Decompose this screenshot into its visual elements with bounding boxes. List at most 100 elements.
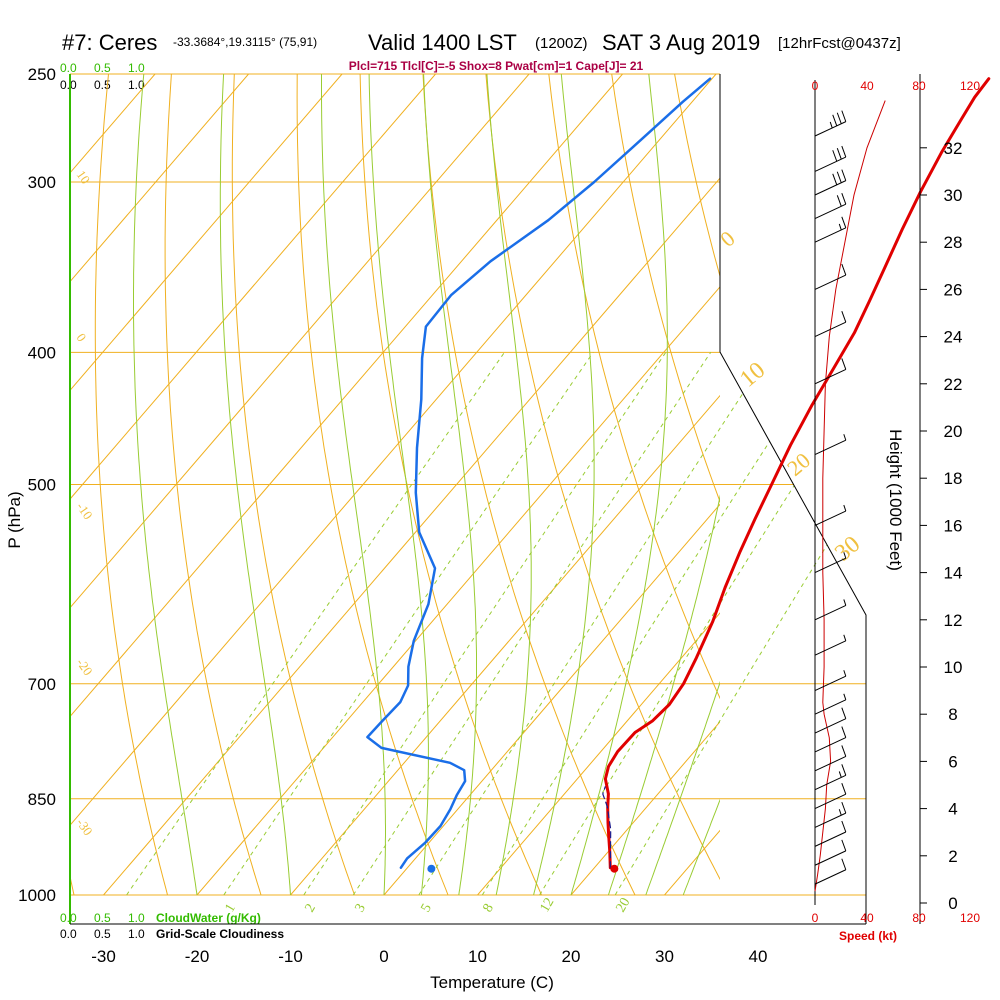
height-tick-label: 14 [944,564,963,583]
wind-barb-half-feather [843,693,847,700]
wind-barb-half-feather [838,809,842,816]
wind-barb-feather [841,358,847,370]
wind-barb [814,774,847,791]
mixing-ratio-label: 20 [613,895,633,915]
mixing-ratio-line [223,352,594,896]
speed-bottom-tick: 80 [912,911,926,925]
y-axis-title: P (hPa) [5,491,24,548]
wind-barb-half-feather [843,670,847,677]
isotherm-line [477,612,720,896]
dry-adiabat-line [548,74,720,700]
wind-barb [814,121,847,137]
cloudiness-bottom-tick: 0.5 [94,927,111,941]
wind-barb [814,793,847,810]
wind-barb [814,812,847,828]
parcel-path-line [602,786,612,869]
wind-barb-feather [841,169,847,181]
height-tick-label: 20 [944,422,963,441]
plot-right-boundary [719,74,867,924]
isotherm-line [70,74,249,283]
isotherm-line [196,286,720,896]
moist-adiabat-line [321,74,386,896]
wind-barb [814,699,847,715]
height-tick-label: 32 [944,139,963,158]
height-tick-label: 0 [948,894,957,913]
wind-barb [814,756,847,772]
height-axis-title: Height (1000 Feet) [886,429,905,571]
pressure-tick-label: 250 [28,65,56,84]
cloudwater-top-tick: 0.5 [94,61,111,75]
height-tick-label: 18 [944,469,963,488]
dry-adiabat-line [422,74,636,896]
wind-barb [814,640,847,656]
wind-barb [814,718,847,734]
moist-adiabat-line [423,74,477,896]
wind-barb [814,321,847,338]
wind-barb [814,156,847,172]
moist-adiabat-line [368,74,429,896]
wind-barb-feather [841,707,847,719]
forecast-info: [12hrFcst@0437z] [778,35,901,52]
speed-bottom-tick: 120 [960,911,980,925]
moist-adiabat-line [607,494,720,896]
wind-barb [814,557,847,574]
wind-barb-feather [841,311,847,323]
moist-adiabat-lines [133,74,720,896]
speed-bottom-tick: 40 [860,911,874,925]
moist-adiabat-line [133,74,198,896]
mixing-ratio-label: 12 [537,895,557,915]
dry-adiabat-line [164,74,262,896]
speed-top-tick: 80 [912,79,926,93]
dry-adiabat-line [359,74,542,896]
wind-barb-half-feather [843,552,847,559]
height-tick-label: 16 [944,516,963,535]
mixing-ratio-line [418,352,771,896]
wind-barb-half-feather [843,599,847,606]
wind-barb-feather [841,820,847,833]
isotherm-line [70,74,343,392]
wind-barb-feather [841,839,847,852]
cloudwater-bottom-tick: 0.5 [94,911,111,925]
wind-barb [814,510,847,526]
wind-panel: 0246810121416182022242628303200404080801… [812,74,980,943]
dry-adiabat-lines [70,74,720,896]
height-tick-label: 4 [948,800,957,819]
plot-boundary [69,74,867,925]
pressure-tick-label: 300 [28,173,56,192]
cloudwater-label: CloudWater (g/Kg) [156,911,261,925]
isotherm-line [290,394,720,896]
height-tick-label: 30 [944,186,963,205]
valid-date: SAT 3 Aug 2019 [602,30,760,55]
wind-barb-feather [841,801,847,814]
wind-barb-half-feather [829,121,833,129]
wind-barb-feather [841,193,847,205]
height-tick-label: 24 [944,328,963,347]
dewpoint-line [366,77,712,869]
x-tick-label: -10 [278,947,303,966]
x-tick-label: 10 [468,947,487,966]
wind-barb-half-feather [843,634,847,641]
wind-barb-feather [841,110,847,122]
mixing-ratio-line [481,352,828,896]
dry-adiabat-line [611,74,720,503]
cloudiness-top-tick: 0.5 [94,78,111,92]
height-tick-label: 10 [944,658,963,677]
pressure-tick-label: 1000 [18,886,56,905]
cloudiness-label: Grid-Scale Cloudiness [156,927,284,941]
wind-barb-feather [841,216,847,229]
moist-adiabat-line [682,798,720,896]
dry-adiabat-line [94,74,168,896]
x-tick-label: 0 [379,947,388,966]
temperature-line [603,77,991,870]
valid-time: Valid 1400 LST [368,30,517,55]
surface-dewpoint-marker [427,864,436,873]
height-tick-label: 28 [944,233,963,252]
wind-barb [814,737,847,753]
cloudwater-top-tick: 0.0 [60,61,77,75]
wind-barb-feather [841,263,847,276]
cloudwater-bottom-tick: 0.0 [60,911,77,925]
wind-barb [814,439,847,456]
x-tick-label: 40 [749,947,768,966]
